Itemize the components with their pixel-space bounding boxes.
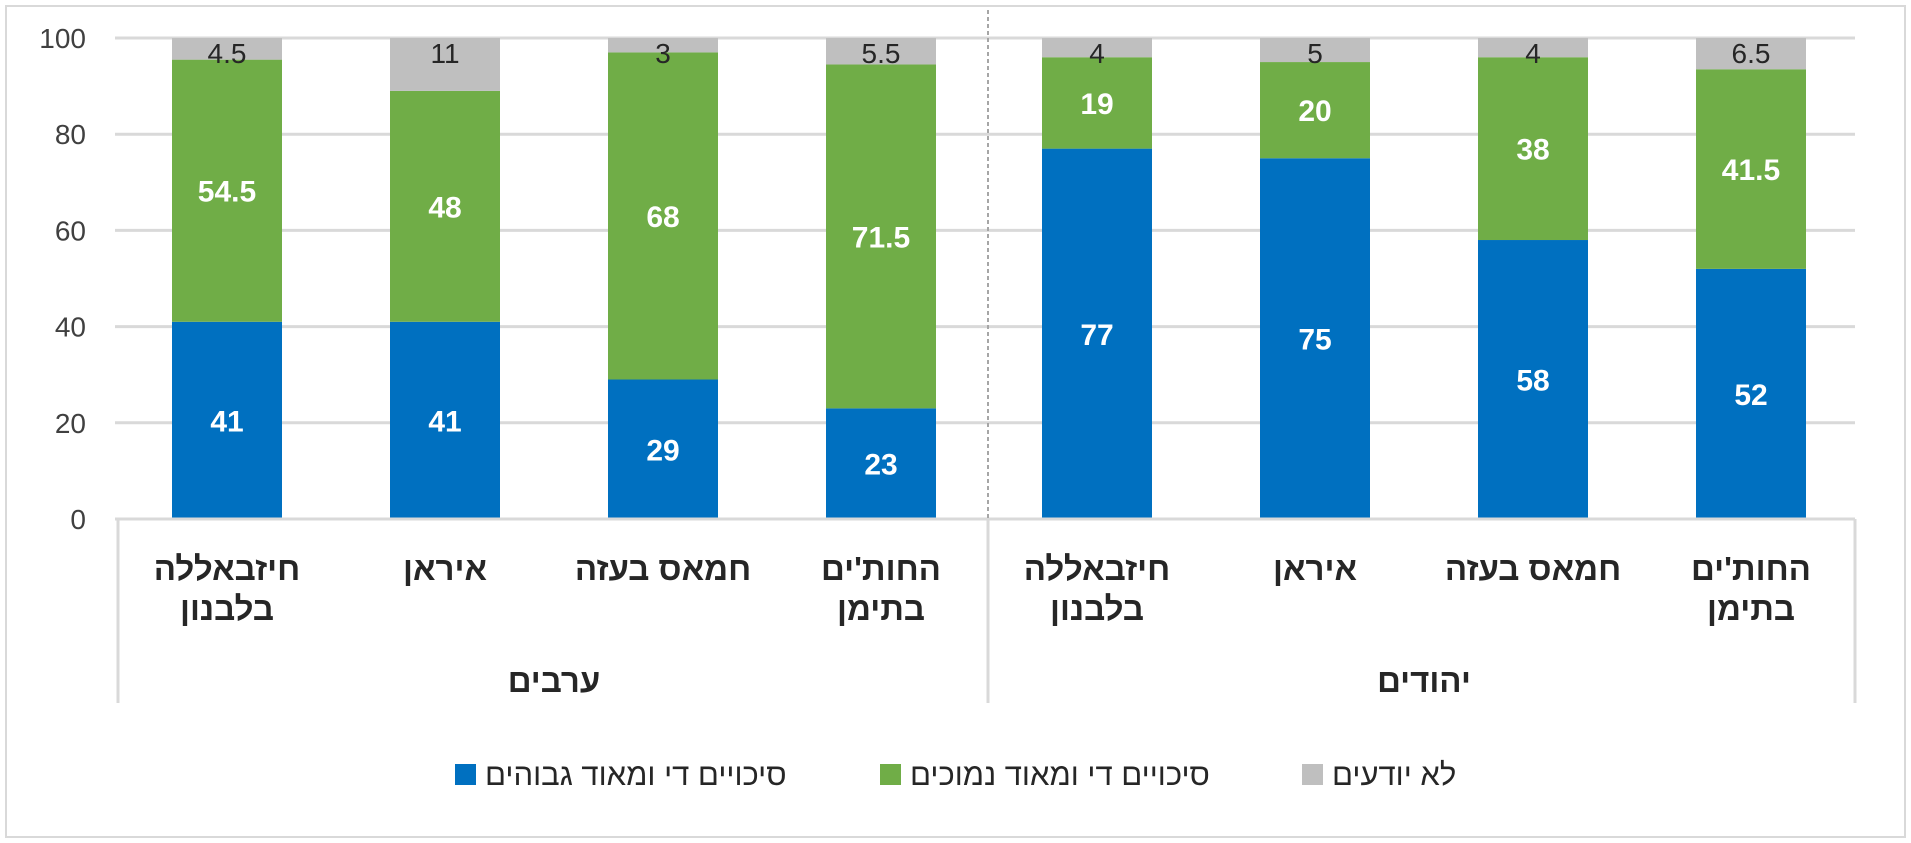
- data-label: 41.5: [1722, 154, 1780, 187]
- legend-swatch: [1302, 764, 1323, 785]
- bar-segment: [390, 321, 500, 519]
- category-label: איראן: [403, 550, 487, 587]
- bar-segment: [608, 379, 718, 519]
- bar-segment: [1042, 57, 1152, 149]
- y-tick-label: 60: [55, 215, 86, 246]
- bar-segment: [172, 38, 282, 60]
- y-tick-label: 100: [39, 23, 86, 54]
- bar-segment: [1696, 69, 1806, 269]
- bar-segment: [1478, 240, 1588, 519]
- group-label: ערבים: [508, 662, 601, 699]
- bar-segment: [390, 90, 500, 322]
- data-label: 5.5: [862, 38, 901, 69]
- group-label: יהודים: [1377, 662, 1471, 699]
- data-label: 52: [1734, 379, 1767, 412]
- bar-segment: [390, 38, 500, 91]
- bar-segment: [608, 52, 718, 380]
- bar-segment: [1478, 38, 1588, 58]
- data-label: 41: [210, 405, 243, 438]
- data-label: 3: [655, 38, 671, 69]
- data-label: 6.5: [1732, 38, 1771, 69]
- category-label: החות'ים בתימן: [1691, 550, 1811, 627]
- bar-segment: [826, 408, 936, 519]
- data-label: 4.5: [208, 38, 247, 69]
- data-label: 38: [1516, 134, 1549, 167]
- data-label: 77: [1080, 319, 1113, 352]
- category-label: חיזבאללה בלבנון: [154, 550, 301, 627]
- y-tick-label: 80: [55, 119, 86, 150]
- data-label: 71.5: [852, 221, 910, 254]
- y-tick-label: 0: [70, 504, 86, 535]
- category-label: החות'ים בתימן: [821, 550, 941, 627]
- chart-frame: [5, 5, 1906, 838]
- bar-segment: [608, 38, 718, 53]
- bar-segment: [1260, 62, 1370, 159]
- data-label: 4: [1089, 38, 1105, 69]
- y-tick-label: 40: [55, 312, 86, 343]
- data-label: 58: [1516, 365, 1549, 398]
- data-label: 19: [1080, 88, 1113, 121]
- data-label: 48: [428, 191, 461, 224]
- category-label: חמאס בעזה: [575, 550, 751, 587]
- data-label: 54.5: [198, 176, 256, 209]
- category-label: איראן: [1273, 550, 1357, 587]
- bar-segment: [1260, 38, 1370, 63]
- legend-label: סיכויים די ומאוד גבוהים: [485, 757, 787, 792]
- bar-segment: [1042, 38, 1152, 58]
- y-tick-label: 20: [55, 408, 86, 439]
- bar-segment: [826, 38, 936, 65]
- category-label: חמאס בעזה: [1445, 550, 1621, 587]
- bar-segment: [172, 59, 282, 322]
- data-label: 75: [1298, 324, 1331, 357]
- bar-segment: [1260, 158, 1370, 519]
- bar-segment: [826, 64, 936, 409]
- legend-label: לא יודעים: [1332, 757, 1456, 792]
- data-label: 29: [646, 434, 679, 467]
- bar-segment: [1042, 148, 1152, 519]
- bar-segment: [172, 321, 282, 519]
- bar-segment: [1696, 268, 1806, 519]
- data-label: 41: [428, 405, 461, 438]
- bar-segment: [1696, 38, 1806, 70]
- data-label: 23: [864, 449, 897, 482]
- data-label: 20: [1298, 95, 1331, 128]
- bar-segment: [1478, 57, 1588, 241]
- data-label: 4: [1525, 38, 1541, 69]
- data-label: 5: [1307, 38, 1323, 69]
- data-label: 68: [646, 201, 679, 234]
- category-label: חיזבאללה בלבנון: [1024, 550, 1171, 627]
- legend-swatch: [880, 764, 901, 785]
- data-label: 11: [430, 38, 459, 69]
- legend-label: סיכויים די ומאוד נמוכים: [910, 757, 1210, 792]
- legend-swatch: [455, 764, 476, 785]
